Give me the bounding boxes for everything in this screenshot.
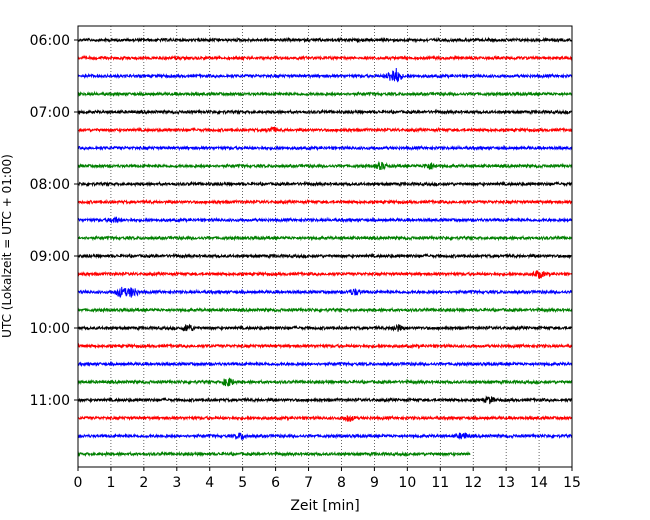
x-tick-label: 15 [563, 475, 581, 491]
x-axis-ticks: 0 1 2 3 4 5 6 7 8 9 10 11 12 13 14 15 [74, 467, 581, 491]
trace-0700 [77, 108, 573, 116]
y-tick-label: 08:00 [30, 177, 70, 193]
trace-0745 [77, 160, 573, 171]
x-tick-label: 12 [464, 475, 482, 491]
x-tick-label: 6 [271, 475, 280, 491]
plot-frame [77, 25, 573, 468]
trace-1115 [77, 414, 573, 423]
x-tick-label: 3 [172, 475, 181, 491]
trace-0645 [77, 90, 573, 98]
trace-0615 [77, 54, 573, 62]
x-tick-label: 11 [431, 475, 449, 491]
x-tick-label: 0 [74, 475, 83, 491]
x-tick-label: 9 [370, 475, 379, 491]
trace-0600 [77, 36, 573, 44]
trace-0900 [77, 252, 573, 260]
y-tick-label: 07:00 [30, 105, 70, 121]
seismic-traces [77, 36, 573, 458]
y-axis-label: UTC (Lokalzeit = UTC + 01:00) [0, 154, 14, 338]
trace-0945 [77, 306, 573, 314]
y-tick-label: 11:00 [30, 393, 70, 409]
y-tick-label: 09:00 [30, 249, 70, 265]
trace-1100 [77, 395, 573, 405]
x-tick-label: 4 [205, 475, 214, 491]
trace-0915 [77, 269, 573, 279]
trace-0845 [77, 234, 573, 242]
trace-0630 [77, 68, 573, 83]
trace-0930 [77, 286, 573, 299]
x-tick-label: 10 [398, 475, 416, 491]
trace-0730 [77, 144, 573, 152]
x-tick-label: 1 [106, 475, 115, 491]
x-tick-label: 2 [139, 475, 148, 491]
trace-0715 [77, 126, 573, 134]
x-tick-label: 14 [530, 475, 548, 491]
trace-0815 [77, 198, 573, 206]
x-tick-label: 13 [497, 475, 515, 491]
x-tick-label: 8 [337, 475, 346, 491]
trace-1015 [77, 342, 573, 350]
x-tick-label: 5 [238, 475, 247, 491]
y-tick-label: 06:00 [30, 33, 70, 49]
trace-1045 [77, 377, 573, 388]
trace-1145 [77, 450, 471, 458]
x-tick-label: 7 [304, 475, 313, 491]
trace-1030 [77, 360, 573, 368]
trace-1000 [77, 323, 573, 332]
y-axis-ticks: 06:00 07:00 08:00 09:00 10:00 11:00 [30, 33, 78, 409]
trace-0800 [77, 180, 573, 188]
y-tick-label: 10:00 [30, 321, 70, 337]
trace-0830 [77, 215, 573, 224]
trace-1130 [77, 432, 573, 441]
x-axis-label: Zeit [min] [290, 498, 359, 514]
